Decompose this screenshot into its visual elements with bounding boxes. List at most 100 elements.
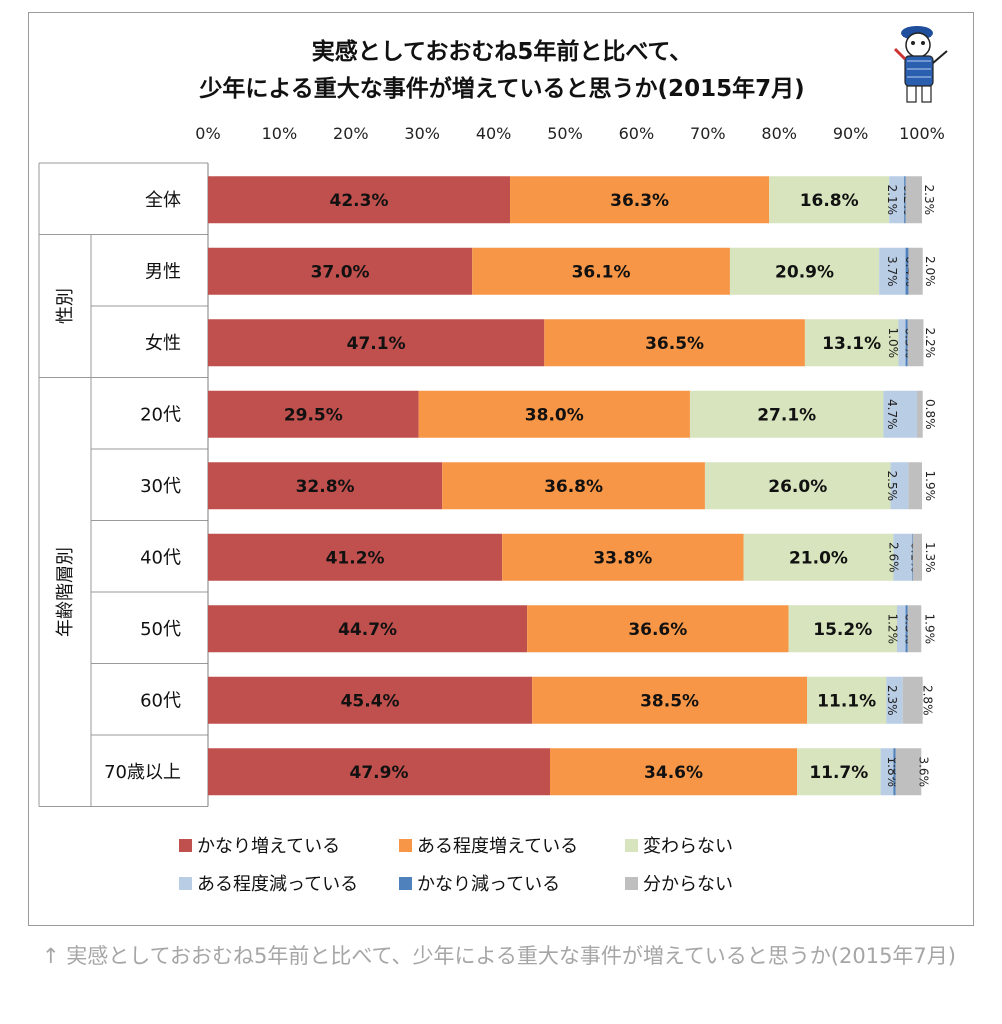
x-tick-label: 10% (262, 124, 298, 143)
bar-segment (905, 605, 908, 653)
data-label-small: 1.9% (923, 471, 937, 502)
bar-segment (895, 748, 922, 796)
data-label: 37.0% (311, 262, 370, 282)
bar-segment (472, 247, 730, 295)
legend-label: かなり減っている (417, 874, 560, 895)
bar-segment (897, 605, 906, 653)
data-label: 36.1% (572, 262, 631, 282)
data-label: 36.6% (628, 620, 687, 640)
data-label-small: 1.3% (923, 542, 937, 573)
x-tick-label: 80% (761, 124, 797, 143)
bar-segment (905, 319, 908, 367)
data-label-small: 4.7% (885, 399, 899, 430)
bar-segment (689, 390, 884, 438)
x-tick-label: 90% (833, 124, 869, 143)
data-label-small: 2.3% (922, 185, 936, 216)
data-label: 33.8% (593, 548, 652, 568)
data-label: 13.1% (822, 334, 881, 354)
legend-label: ある程度増えている (417, 836, 578, 857)
data-label-small: 2.5% (885, 471, 899, 502)
data-label: 16.8% (800, 191, 859, 211)
bar-segment (917, 390, 923, 438)
data-label: 38.0% (525, 405, 584, 425)
bar-segment (704, 462, 891, 510)
bar-segment (907, 605, 922, 653)
data-label: 34.6% (644, 763, 703, 783)
data-label: 20.9% (775, 262, 834, 282)
legend-swatch (399, 877, 412, 890)
data-label: 21.0% (789, 548, 848, 568)
data-label: 47.9% (350, 763, 409, 783)
group-label: 性別 (55, 288, 76, 324)
data-label: 15.2% (813, 620, 872, 640)
x-tick-label: 70% (690, 124, 726, 143)
data-label: 29.5% (284, 405, 343, 425)
legend-label: ある程度減っている (197, 874, 358, 895)
bar-segment (912, 533, 922, 581)
data-label-small: 1.2% (885, 614, 899, 645)
category-label: 全体 (145, 190, 181, 211)
category-label: 男性 (145, 261, 181, 282)
bar-segment (208, 533, 503, 581)
data-label-small: 2.6% (887, 542, 901, 573)
bar-segment (527, 605, 789, 653)
bar-segment (912, 533, 913, 581)
bar-segment (908, 247, 923, 295)
data-label: 36.5% (645, 334, 704, 354)
bar-segment (907, 319, 924, 367)
bar-segment (890, 462, 909, 510)
legend-swatch (625, 839, 638, 852)
legend-swatch (179, 839, 192, 852)
bar-segment (905, 176, 922, 224)
bar-segment (532, 676, 808, 724)
chart: 実感としておおむね5年前と比べて、少年による重大な事件が増えていると思うか(20… (38, 38, 945, 895)
bar-segment (743, 533, 894, 581)
category-label: 女性 (145, 333, 181, 354)
data-label: 11.1% (817, 691, 876, 711)
x-tick-label: 50% (547, 124, 583, 143)
bar-segment (804, 319, 899, 367)
bar-segment (879, 247, 906, 295)
bar-segment (208, 390, 419, 438)
bar-segment (502, 533, 744, 581)
legend-swatch (625, 877, 638, 890)
data-label-small: 0.8% (923, 399, 937, 430)
bar-segment (550, 748, 798, 796)
bar-segment (807, 676, 887, 724)
bar-segment (902, 676, 923, 724)
bar-segment (510, 176, 770, 224)
data-label-small: 2.1% (885, 185, 899, 216)
data-label: 47.1% (347, 334, 406, 354)
data-label-small: 2.0% (923, 256, 937, 287)
data-label: 32.8% (296, 477, 355, 497)
bar-segment (769, 176, 890, 224)
data-label-small: 1.9% (923, 614, 937, 645)
data-label-small: 2.2% (923, 328, 937, 359)
data-label: 44.7% (338, 620, 397, 640)
bar-segment (893, 533, 913, 581)
chart-figure: 実感としておおむね5年前と比べて、少年による重大な事件が増えていると思うか(20… (28, 12, 974, 926)
bar-segment (442, 462, 705, 510)
data-label-small: 1.0% (886, 328, 900, 359)
chart-title-line: 少年による重大な事件が増えていると思うか(2015年7月) (198, 75, 804, 102)
category-label: 70歳以上 (104, 762, 181, 783)
x-tick-label: 0% (195, 124, 220, 143)
chart-title-line: 実感としておおむね5年前と比べて、 (312, 38, 693, 65)
legend-label: かなり増えている (197, 836, 340, 857)
x-tick-label: 100% (899, 124, 945, 143)
legend-label: 分からない (643, 874, 733, 895)
category-label: 60代 (140, 690, 181, 711)
bar-segment (729, 247, 880, 295)
data-label: 36.8% (544, 477, 603, 497)
legend-label: 変わらない (643, 836, 733, 857)
bar-segment (898, 319, 906, 367)
data-label: 26.0% (768, 477, 827, 497)
group-label: 年齢階層別 (55, 547, 76, 637)
bar-segment (208, 462, 443, 510)
figure-caption: ↑ 実感としておおむね5年前と比べて、少年による重大な事件が増えていると思うか(… (42, 944, 956, 968)
data-label: 45.4% (341, 691, 400, 711)
bar-segment (908, 462, 922, 510)
data-label-small: 2.8% (921, 685, 935, 716)
bar-segment (904, 176, 906, 224)
data-label: 38.5% (640, 691, 699, 711)
